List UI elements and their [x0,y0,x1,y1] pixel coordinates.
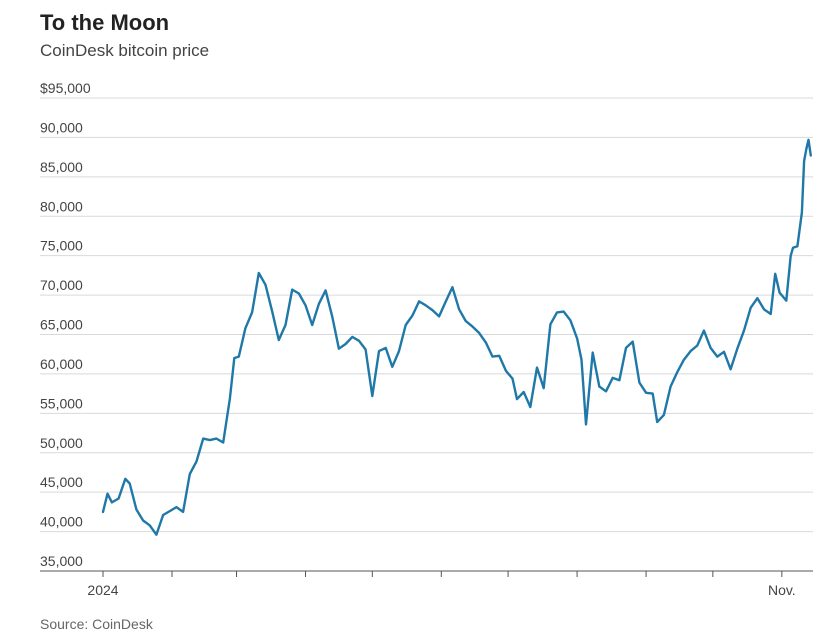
grid-layer [40,97,813,572]
chart-subtitle: CoinDesk bitcoin price [40,41,210,60]
y-tick-labels: 35,000 40,000 45,000 50,000 55,000 60,000 65,0… [40,80,91,569]
y-tick-label: 70,000 [40,277,83,293]
y-tick-label: 80,000 [40,198,83,214]
y-tick-label: 65,000 [40,317,83,333]
chart-source: Source: CoinDesk [40,616,153,632]
x-tick-label: Nov. [768,582,796,598]
series-layer [101,138,812,536]
y-tick-label: 45,000 [40,474,83,490]
x-tick-label: 2024 [87,582,118,598]
y-tick-label: 60,000 [40,356,83,372]
y-tick-label: 85,000 [40,159,83,175]
price-series-line [101,138,812,536]
x-ticks: 2024 Nov. [87,571,796,598]
y-tick-label: 90,000 [40,119,83,135]
y-tick-label: 55,000 [40,395,83,411]
y-tick-label: 50,000 [40,435,83,451]
y-tick-label: 75,000 [40,238,83,254]
y-tick-label: 40,000 [40,514,83,530]
chart-title: To the Moon [40,10,170,35]
y-tick-label: $95,000 [40,80,91,96]
y-tick-label: 35,000 [40,553,83,569]
